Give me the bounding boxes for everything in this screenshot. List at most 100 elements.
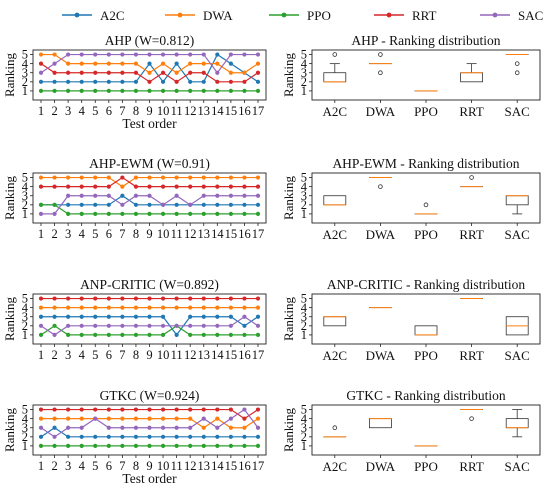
x-tick-label: RRT — [459, 348, 484, 363]
data-point — [93, 315, 97, 319]
data-point — [39, 203, 43, 207]
data-point — [147, 315, 151, 319]
legend-label: RRT — [412, 8, 437, 23]
data-point — [188, 62, 192, 66]
data-point — [229, 52, 233, 56]
data-point — [256, 417, 260, 421]
data-point — [188, 52, 192, 56]
data-point — [229, 324, 233, 328]
outlier-point — [333, 426, 337, 430]
data-point — [147, 296, 151, 300]
data-point — [66, 71, 70, 75]
x-tick-label: 10 — [157, 227, 170, 241]
data-point — [93, 407, 97, 411]
data-point — [52, 306, 56, 310]
y-axis-label: Ranking — [281, 175, 296, 220]
data-point — [175, 296, 179, 300]
data-point — [161, 71, 165, 75]
data-point — [134, 80, 138, 84]
y-tick-label: 5 — [301, 403, 307, 417]
data-point — [161, 324, 165, 328]
data-point — [52, 203, 56, 207]
data-point — [242, 89, 246, 93]
data-point — [80, 185, 84, 189]
x-tick-label: 1 — [38, 459, 44, 473]
data-point — [134, 175, 138, 179]
chart-title: AHP (W=0.812) — [105, 33, 195, 48]
data-point — [120, 52, 124, 56]
box-rrt — [461, 64, 483, 82]
x-tick-label: 17 — [252, 227, 265, 241]
data-point — [242, 315, 246, 319]
data-point — [256, 444, 260, 448]
data-point — [229, 62, 233, 66]
data-point — [202, 89, 206, 93]
data-point — [188, 212, 192, 216]
x-tick-label: 4 — [79, 104, 86, 118]
data-point — [147, 194, 151, 198]
data-point — [134, 203, 138, 207]
data-point — [229, 407, 233, 411]
data-point — [229, 306, 233, 310]
box-rrt — [461, 410, 483, 421]
box-dwa — [369, 53, 391, 75]
x-tick-label: 1 — [38, 227, 44, 241]
x-tick-label: A2C — [323, 227, 348, 242]
data-point — [242, 194, 246, 198]
x-tick-label: 12 — [184, 227, 197, 241]
data-point — [80, 315, 84, 319]
x-tick-label: 6 — [106, 459, 112, 473]
box-body — [506, 419, 528, 428]
outlier-point — [515, 62, 519, 66]
data-point — [107, 296, 111, 300]
data-point — [80, 175, 84, 179]
data-point — [134, 407, 138, 411]
data-point — [39, 444, 43, 448]
data-point — [134, 212, 138, 216]
series-dwa — [39, 306, 260, 310]
data-point — [188, 435, 192, 439]
data-point — [66, 212, 70, 216]
data-point — [188, 203, 192, 207]
data-point — [215, 324, 219, 328]
data-point — [229, 71, 233, 75]
x-tick-label: PPO — [414, 227, 438, 242]
x-tick-label: 9 — [146, 348, 152, 362]
data-point — [215, 212, 219, 216]
data-point — [39, 71, 43, 75]
data-point — [215, 407, 219, 411]
data-point — [66, 426, 70, 430]
box-body — [324, 317, 346, 326]
data-point — [242, 212, 246, 216]
data-point — [256, 426, 260, 430]
data-point — [107, 306, 111, 310]
data-point — [147, 306, 151, 310]
data-point — [147, 203, 151, 207]
data-point — [256, 212, 260, 216]
x-axis-label: Test order — [122, 116, 177, 131]
data-point — [175, 324, 179, 328]
data-point — [93, 324, 97, 328]
data-point — [147, 185, 151, 189]
chart-title: ANP-CRITIC - Ranking distribution — [327, 277, 526, 292]
data-point — [242, 296, 246, 300]
data-point — [147, 426, 151, 430]
data-point — [147, 417, 151, 421]
data-point — [39, 333, 43, 337]
outlier-point — [470, 417, 474, 421]
data-point — [66, 62, 70, 66]
data-point — [202, 435, 206, 439]
data-point — [202, 80, 206, 84]
data-point — [52, 212, 56, 216]
data-point — [134, 333, 138, 337]
box-a2c — [324, 196, 346, 205]
data-point — [215, 175, 219, 179]
data-point — [202, 417, 206, 421]
data-point — [161, 296, 165, 300]
data-point — [93, 194, 97, 198]
data-point — [175, 203, 179, 207]
data-point — [52, 315, 56, 319]
data-point — [107, 324, 111, 328]
